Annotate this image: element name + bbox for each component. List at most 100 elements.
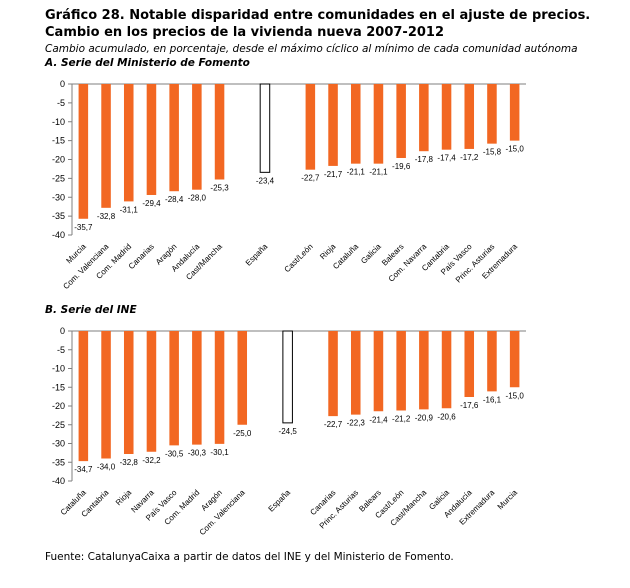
- y-tick-label: -35: [52, 457, 65, 467]
- y-tick-label: -15: [52, 136, 65, 146]
- data-label: -30,5: [165, 449, 184, 458]
- bar: [169, 331, 179, 446]
- y-tick-label: 0: [60, 79, 65, 89]
- bar: [509, 84, 520, 141]
- data-label: -28,0: [188, 194, 207, 203]
- data-label: -20,9: [415, 413, 434, 422]
- bar: [373, 331, 384, 412]
- bar: [509, 331, 520, 388]
- bar: [419, 84, 429, 152]
- data-label: -32,8: [97, 212, 116, 221]
- bar: [487, 84, 497, 144]
- bar: [419, 331, 429, 410]
- data-label: -29,4: [142, 199, 161, 208]
- y-tick-label: -40: [52, 230, 65, 240]
- panel-a-bar-chart: 0-5-10-15-20-25-30-35-40-35,7Murcia-32,8…: [52, 79, 526, 291]
- data-label: -15,0: [506, 391, 525, 400]
- y-tick-label: -10: [52, 364, 65, 374]
- data-label: -17,4: [437, 154, 456, 163]
- bar: [78, 331, 89, 462]
- data-label: -31,1: [120, 205, 139, 214]
- data-label: -21,4: [369, 415, 388, 424]
- bar: [328, 84, 338, 166]
- y-tick-label: -5: [57, 98, 65, 108]
- bar: [441, 84, 452, 150]
- bar: [487, 331, 497, 392]
- category-label: España: [267, 488, 293, 514]
- panel-b-bar-chart: 0-5-10-15-20-25-30-35-40-34,7Cataluña-34…: [52, 326, 526, 537]
- data-label: -34,7: [74, 465, 93, 474]
- panel-a-title: A. Serie del Ministerio de Fomento: [45, 57, 250, 69]
- y-tick-label: -10: [52, 117, 65, 127]
- data-label: -24,5: [279, 427, 298, 436]
- chart-subtitle: Cambio acumulado, en porcentaje, desde e…: [45, 43, 578, 55]
- data-label: -17,8: [415, 155, 434, 164]
- data-label: -21,7: [324, 170, 343, 179]
- bar: [237, 331, 248, 425]
- highlight-bar: [282, 330, 293, 424]
- y-tick-label: -30: [52, 439, 65, 449]
- y-tick-label: -40: [52, 476, 65, 486]
- bar: [146, 84, 157, 195]
- data-label: -22,7: [301, 174, 320, 183]
- bar: [101, 331, 111, 459]
- source-note: Fuente: CatalunyaCaixa a partir de datos…: [45, 551, 454, 563]
- bar: [169, 84, 179, 192]
- bar: [396, 331, 406, 411]
- data-label: -16,1: [483, 395, 502, 404]
- data-label: -28,4: [165, 195, 184, 204]
- y-tick-label: -25: [52, 420, 65, 430]
- data-label: -25,3: [210, 184, 229, 193]
- bar: [192, 84, 202, 190]
- data-label: -17,2: [460, 153, 479, 162]
- data-label: -23,4: [256, 176, 275, 185]
- data-label: -22,7: [324, 420, 343, 429]
- data-label: -34,0: [97, 463, 116, 472]
- data-label: -22,3: [347, 419, 366, 428]
- y-tick-label: -25: [52, 173, 65, 183]
- y-tick-label: 0: [60, 326, 65, 336]
- category-label: Rioja: [114, 488, 134, 508]
- highlight-bar: [259, 83, 271, 173]
- bar: [123, 84, 134, 202]
- y-tick-label: -30: [52, 192, 65, 202]
- data-label: -17,6: [460, 401, 479, 410]
- data-label: -25,0: [233, 429, 252, 438]
- bar: [464, 84, 475, 149]
- data-label: -30,3: [188, 449, 207, 458]
- y-tick-label: -20: [52, 155, 65, 165]
- y-tick-label: -5: [57, 345, 65, 355]
- y-tick-label: -15: [52, 382, 65, 392]
- bar: [192, 331, 202, 445]
- data-label: -32,8: [120, 458, 139, 467]
- bar: [464, 331, 475, 397]
- data-label: -32,2: [142, 456, 161, 465]
- data-label: -15,8: [483, 148, 502, 157]
- bar: [146, 331, 157, 452]
- bar: [123, 331, 134, 454]
- bar: [441, 331, 452, 409]
- data-label: -30,1: [210, 448, 229, 457]
- data-label: -21,2: [392, 415, 411, 424]
- panel-b-title: B. Serie del INE: [45, 304, 137, 316]
- bar: [350, 331, 361, 415]
- category-label: Murcia: [496, 488, 520, 512]
- y-tick-label: -35: [52, 211, 65, 221]
- bar: [350, 84, 361, 164]
- y-tick-label: -20: [52, 401, 65, 411]
- bar: [78, 84, 89, 219]
- data-label: -19,6: [392, 162, 411, 171]
- bar: [214, 331, 225, 444]
- data-label: -21,1: [369, 168, 388, 177]
- chart-title: Gráfico 28. Notable disparidad entre com…: [45, 8, 591, 40]
- data-label: -21,1: [347, 168, 366, 177]
- bar: [305, 84, 316, 170]
- data-label: -20,6: [437, 412, 456, 421]
- bar: [214, 84, 225, 180]
- bar: [373, 84, 384, 164]
- bar: [101, 84, 111, 208]
- data-label: -15,0: [506, 145, 525, 154]
- bar: [396, 84, 406, 158]
- data-label: -35,7: [74, 223, 93, 232]
- bar: [328, 331, 338, 417]
